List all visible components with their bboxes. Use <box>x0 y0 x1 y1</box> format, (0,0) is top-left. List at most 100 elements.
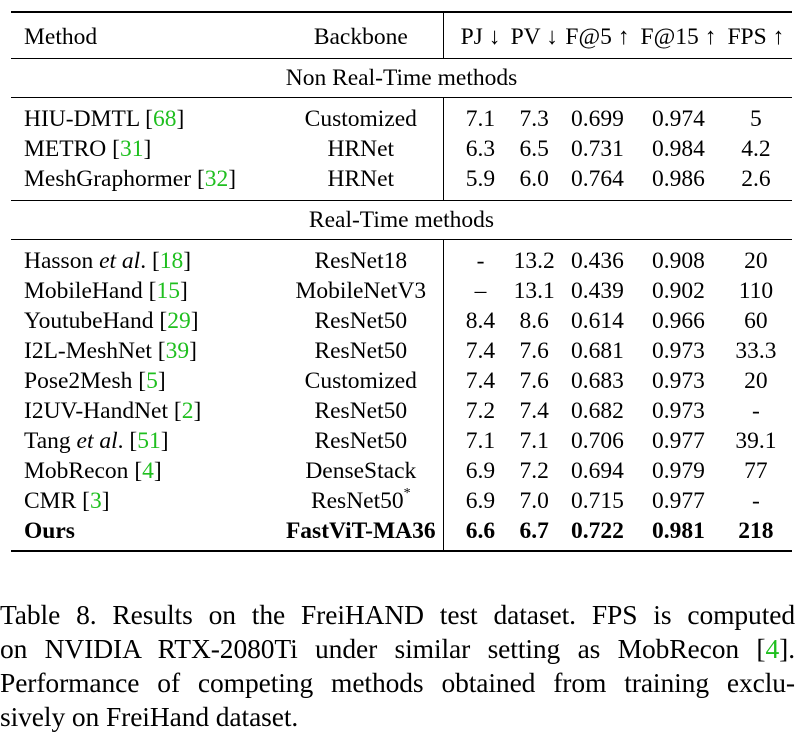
cell-pj: 8.4 <box>443 306 511 336</box>
cell-backbone: HRNet <box>327 136 395 162</box>
cell-pv: 7.2 <box>519 458 549 484</box>
method-name: YoutubeHand <box>24 308 154 334</box>
caption-citation-link[interactable]: 4 <box>765 633 780 664</box>
cell-backbone: ResNet50* <box>278 486 444 516</box>
method-name: I2L-MeshNet <box>24 338 152 364</box>
method-name: HIU-DMTL <box>24 106 140 132</box>
cell-pj: - <box>443 239 511 276</box>
col-header-pv: PV ↓ <box>510 11 558 59</box>
table-row: YoutubeHand [29] ResNet50 8.4 8.6 0.614 0.966… <box>11 306 792 336</box>
section-header-row: Real-Time methods <box>11 200 792 240</box>
cell-pj: 7.2 <box>443 396 511 426</box>
cell-method: Hasson et al. [18] <box>11 239 279 276</box>
cell-f5: 0.682 <box>571 398 624 424</box>
cell-f5: 0.614 <box>571 308 624 334</box>
ours-cell-backbone: FastViT-MA36 <box>278 516 444 552</box>
table-row: MeshGraphormer [32] HRNet 5.9 6.0 0.764 0.986… <box>11 164 792 201</box>
cell-method: I2L-MeshNet [39] <box>24 338 197 364</box>
cell-f5: 0.699 <box>557 97 638 134</box>
method-suffix: . <box>117 428 124 454</box>
ours-row: Ours FastViT-MA36 6.6 6.7 0.722 0.981 218 <box>11 516 792 552</box>
cell-f15: 0.973 <box>651 368 705 394</box>
citation-link[interactable]: 2 <box>181 398 194 424</box>
cell-f15: 0.984 <box>651 136 705 162</box>
cell-f15: 0.986 <box>651 166 705 192</box>
table-caption: Table 8. Results on the FreiHAND test da… <box>0 598 795 734</box>
cell-f15: 0.977 <box>651 428 705 454</box>
caption-line-3: Performance of competing methods obtaine… <box>0 667 795 698</box>
citation-link[interactable]: 51 <box>137 428 161 454</box>
cell-method: MobileHand [15] <box>24 278 188 304</box>
section-title: Non Real-Time methods <box>11 58 792 98</box>
table-row: Tang et al. [51] ResNet50 7.1 7.1 0.706 0.977… <box>11 426 792 456</box>
cell-f15: 0.973 <box>651 398 705 424</box>
citation-link[interactable]: 39 <box>165 338 190 364</box>
cell-pv: 6.0 <box>519 166 549 192</box>
cell-f5: 0.694 <box>571 458 624 484</box>
method-suffix: . <box>140 248 147 274</box>
cell-fps: - <box>751 398 760 424</box>
cell-method: Tang et al. [51] <box>24 428 169 454</box>
method-name: I2UV-HandNet <box>24 398 169 424</box>
caption-line-4: sively on FreiHand dataset. <box>0 701 299 732</box>
cell-pv: 7.6 <box>519 338 549 364</box>
cell-f5: 0.706 <box>571 428 624 454</box>
cell-backbone: HRNet <box>327 166 395 192</box>
section-header-row: Non Real-Time methods <box>11 58 792 98</box>
table-row: MobRecon [4] DenseStack 6.9 7.2 0.694 0.979 77 <box>11 456 792 486</box>
backbone-name: ResNet50 <box>310 488 404 514</box>
cell-f15: 0.902 <box>651 278 705 304</box>
cell-fps: 5 <box>719 97 792 134</box>
table-row: MobileHand [15] MobileNetV3–13.1 0.439 0.90… <box>11 276 792 306</box>
col-header-f15: F@15 ↑ <box>637 11 720 59</box>
citation-link[interactable]: 3 <box>89 488 102 514</box>
caption-line-1: Table 8. Results on the FreiHAND test da… <box>0 599 795 630</box>
cell-backbone: MobileNetV3 <box>295 278 427 304</box>
citation-link[interactable]: 68 <box>153 106 177 132</box>
method-name: METRO <box>24 136 107 162</box>
cell-pj: 6.3 <box>443 134 511 164</box>
section-title: Real-Time methods <box>11 200 792 240</box>
cell-method: MeshGraphormer [32] <box>24 166 237 192</box>
citation-link[interactable]: 18 <box>159 248 184 274</box>
cell-backbone: Customized <box>278 97 444 134</box>
cell-method: Pose2Mesh [5] <box>24 368 166 394</box>
citation-link[interactable]: 4 <box>142 458 154 484</box>
ours-cell-f15: 0.981 <box>637 516 720 552</box>
caption-line-2-end: ]. <box>779 633 795 664</box>
cell-pv: 13.2 <box>510 239 558 276</box>
cell-method: YoutubeHand [29] <box>24 308 199 334</box>
ours-cell-pv: 6.7 <box>510 516 558 552</box>
table-row: HIU-DMTL [68] Customized 7.1 7.3 0.699 0.974 5 <box>11 97 792 134</box>
cell-backbone: DenseStack <box>305 458 417 484</box>
method-name: MobRecon <box>24 458 129 484</box>
citation-link[interactable]: 15 <box>156 278 181 304</box>
cell-fps: 39.1 <box>735 428 777 454</box>
cell-method: CMR [3] <box>24 488 110 514</box>
citation-link[interactable]: 31 <box>119 136 144 162</box>
cell-f5: 0.439 <box>571 278 624 304</box>
table-row: CMR [3] ResNet50* 6.9 7.0 0.715 0.977- <box>11 486 792 516</box>
cell-pv: 6.5 <box>519 136 549 162</box>
cell-pv: 7.3 <box>510 97 558 134</box>
method-name: Hasson <box>24 248 94 274</box>
citation-link[interactable]: 29 <box>167 308 191 334</box>
cell-pj: 7.4 <box>443 366 511 396</box>
cell-f5: 0.681 <box>571 338 624 364</box>
citation-link[interactable]: 5 <box>146 368 158 394</box>
cell-f5: 0.436 <box>557 239 638 276</box>
cell-pj: – <box>443 276 511 306</box>
ours-cell-method: Ours <box>11 516 279 552</box>
cell-fps: 20 <box>719 239 792 276</box>
col-header-f5: F@5 ↑ <box>557 11 638 59</box>
table-row: I2L-MeshNet [39] ResNet50 7.4 7.6 0.681 0.973… <box>11 336 792 366</box>
citation-link[interactable]: 32 <box>204 166 229 192</box>
cell-f15: 0.966 <box>651 308 705 334</box>
col-header-method: Method <box>11 11 279 59</box>
cell-method: I2UV-HandNet [2] <box>24 398 202 424</box>
cell-pv: 7.6 <box>519 368 549 394</box>
ours-cell-fps: 218 <box>719 516 792 552</box>
cell-fps: 2.6 <box>741 166 771 192</box>
method-name: Pose2Mesh <box>24 368 133 394</box>
table-row: Pose2Mesh [5] Customized 7.4 7.6 0.683 0.973 2… <box>11 366 792 396</box>
